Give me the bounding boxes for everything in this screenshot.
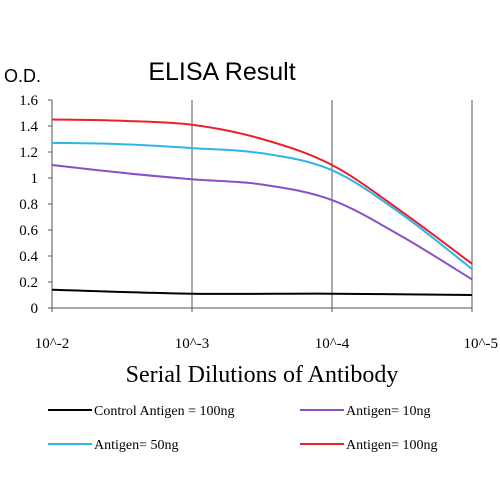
x-axis-label: Serial Dilutions of Antibody bbox=[126, 362, 399, 388]
x-tick-label: 10^-5 bbox=[463, 336, 498, 352]
grid bbox=[191, 100, 473, 308]
legend-item: Antigen= 10ng bbox=[300, 404, 431, 419]
x-tick-label: 10^-2 bbox=[35, 336, 70, 352]
x-tick-labels: 10^-2 10^-3 10^-4 10^-5 bbox=[35, 336, 498, 352]
y-tick-label: 1.4 bbox=[19, 119, 38, 135]
series-line-3 bbox=[51, 118, 473, 265]
legend-label: Antigen= 10ng bbox=[346, 404, 431, 419]
legend-item: Antigen= 100ng bbox=[300, 438, 438, 453]
y-tick-label: 1.6 bbox=[19, 93, 38, 109]
x-tick-label: 10^-4 bbox=[315, 336, 350, 352]
x-tick-label: 10^-3 bbox=[175, 336, 210, 352]
legend-label: Antigen= 100ng bbox=[346, 438, 438, 453]
legend-label: Antigen= 50ng bbox=[94, 438, 179, 453]
series-lines bbox=[51, 118, 473, 296]
y-tick-labels: 0 0.2 0.4 0.6 0.8 1 1.2 1.4 1.6 bbox=[19, 93, 38, 317]
y-tick-label: 0.6 bbox=[19, 223, 38, 239]
y-tick-label: 0.2 bbox=[19, 275, 38, 291]
legend: Control Antigen = 100ng Antigen= 10ng Anti… bbox=[48, 404, 438, 453]
chart-title: ELISA Result bbox=[148, 58, 295, 86]
legend-label: Control Antigen = 100ng bbox=[94, 404, 235, 419]
legend-item: Antigen= 50ng bbox=[48, 438, 179, 453]
series-line-2 bbox=[51, 141, 473, 270]
y-tick-label: 1 bbox=[31, 171, 39, 187]
y-tick-label: 1.2 bbox=[19, 145, 38, 161]
y-tick-label: 0.4 bbox=[19, 249, 38, 265]
y-tick-label: 0 bbox=[31, 301, 39, 317]
y-axis-label: O.D. bbox=[4, 66, 41, 86]
y-tick-label: 0.8 bbox=[19, 197, 38, 213]
series-line-0 bbox=[51, 288, 473, 296]
axes bbox=[48, 99, 473, 312]
legend-item: Control Antigen = 100ng bbox=[48, 404, 235, 419]
series-line-1 bbox=[51, 164, 473, 281]
